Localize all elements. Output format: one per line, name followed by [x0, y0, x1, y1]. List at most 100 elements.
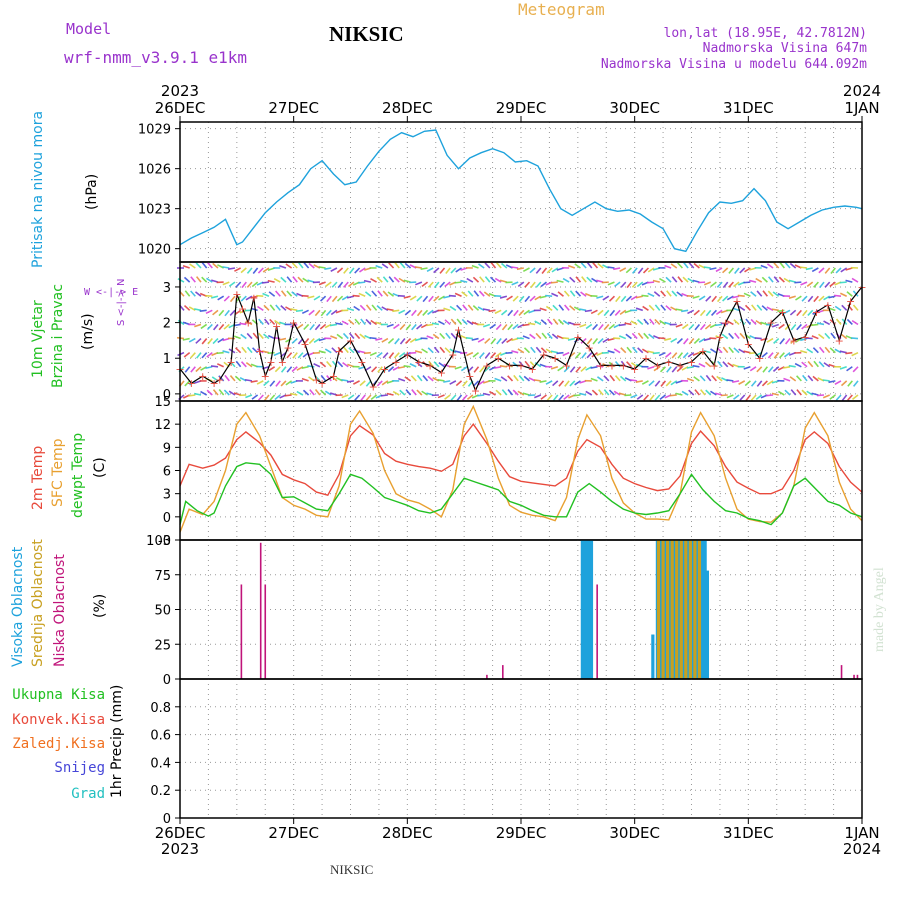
wind-arrow	[823, 295, 831, 301]
wind-arrow	[806, 348, 814, 354]
wind-arrow	[496, 338, 502, 345]
wind-arrow	[535, 346, 542, 354]
wind-arrow	[285, 380, 293, 386]
wind-arrow	[546, 394, 553, 401]
wind-arrow	[550, 350, 558, 354]
wind-arrow	[829, 281, 836, 288]
top-time-label: 29DEC	[496, 99, 547, 117]
wind-arrow	[183, 352, 191, 358]
wind-arrow	[782, 365, 791, 369]
wind-arrow	[722, 295, 729, 302]
bottom-time-label: 30DEC	[609, 824, 660, 842]
wind-arrow	[212, 337, 219, 345]
wind-arrow	[710, 309, 717, 316]
wind-arrow	[348, 267, 355, 274]
wind-arrow	[755, 351, 763, 357]
wind-arrow	[682, 352, 689, 359]
wind-point: +	[289, 317, 298, 330]
wind-arrow	[337, 361, 344, 368]
wind-arrow	[790, 323, 797, 331]
wind-arrow	[630, 379, 638, 382]
bottom-end-year: 2024	[843, 840, 881, 858]
wind-point: +	[215, 374, 224, 387]
wind-arrow	[512, 323, 519, 330]
wind-arrow	[580, 291, 587, 297]
wind-arrow	[829, 394, 836, 400]
wind-point: +	[391, 356, 400, 369]
wind-arrow	[562, 277, 570, 283]
wind-arrow	[574, 380, 581, 386]
wind-arrow	[473, 366, 480, 373]
wind-arrow	[494, 309, 502, 315]
wind-arrow	[624, 322, 632, 326]
wind-arrow	[329, 323, 338, 327]
wind-arrow	[467, 304, 474, 311]
wind-arrow	[182, 337, 190, 341]
wind-arrow	[439, 267, 446, 274]
wind-arrow	[766, 380, 774, 386]
wind-arrow	[829, 347, 836, 354]
wind-arrow	[784, 262, 791, 269]
wind-arrow	[818, 295, 825, 302]
wind-arrow	[443, 380, 451, 383]
wind-arrow	[636, 394, 644, 400]
temp-label-3: dewpt Temp	[70, 432, 86, 518]
wind-arrow	[654, 304, 661, 311]
wind-arrow	[579, 323, 587, 328]
wind-arrow	[388, 262, 395, 269]
wind-arrow	[805, 337, 813, 340]
wind-arrow	[337, 281, 344, 289]
wind-arrow	[801, 323, 808, 330]
wind-arrow	[767, 352, 774, 359]
wind-arrow	[484, 352, 491, 359]
wind-arrow	[330, 267, 338, 272]
wind-arrow	[811, 392, 819, 396]
wind-arrow	[415, 281, 423, 286]
wind-arrow	[608, 295, 616, 302]
wind-arrow	[642, 305, 649, 311]
wind-arrow	[318, 266, 326, 269]
temperature-series-2m-temp	[179, 423, 863, 497]
wind-arrow	[818, 333, 825, 340]
wind-arrow	[715, 309, 723, 316]
wind-arrow	[675, 308, 683, 312]
wind-arrow	[325, 281, 332, 287]
wind-arrow	[534, 320, 542, 326]
wind-arrow	[771, 323, 779, 328]
wind-arrow	[426, 267, 434, 272]
wind-arrow	[274, 319, 281, 326]
wind-point: +	[585, 342, 594, 355]
wind-arrow	[335, 322, 343, 326]
wind-arrow	[269, 394, 276, 401]
wind-arrow	[649, 318, 655, 325]
wind-arrow	[273, 277, 281, 283]
temperature-series-dewpt-temp	[179, 462, 863, 526]
wind-arrow	[354, 267, 361, 274]
wind-arrow	[632, 346, 638, 354]
wind-arrow	[325, 309, 332, 316]
wind-point: +	[550, 352, 559, 365]
wind-arrow	[386, 308, 394, 312]
temperature-ytick-label: 12	[154, 418, 171, 433]
wind-arrow	[607, 266, 615, 269]
wind-arrow	[484, 366, 491, 373]
wind-arrow	[343, 267, 349, 274]
wind-arrow	[824, 346, 831, 354]
wind-arrow	[511, 266, 519, 269]
wind-arrow	[613, 267, 621, 271]
wind-arrow	[703, 266, 711, 269]
wind-arrow	[681, 309, 689, 313]
wind-arrow	[619, 267, 627, 273]
wind-arrow	[422, 375, 429, 382]
wind-arrow	[800, 337, 808, 342]
wind-arrow	[201, 262, 208, 269]
wind-arrow	[224, 309, 230, 317]
wind-arrow	[846, 291, 853, 297]
temperature-ytick-label: 9	[163, 441, 171, 456]
wind-arrow	[194, 291, 202, 297]
wind-arrow	[796, 389, 802, 396]
wind-arrow	[411, 323, 417, 331]
wind-arrow	[473, 290, 480, 297]
wind-arrow	[381, 337, 389, 343]
wind-arrow	[665, 276, 672, 283]
